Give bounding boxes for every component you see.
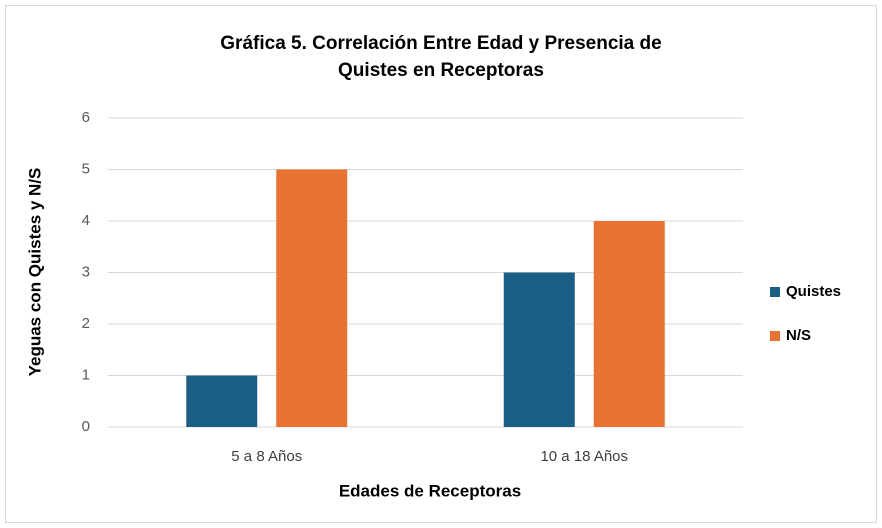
legend-swatch [770,331,780,341]
legend-swatch [770,287,780,297]
bar [593,221,665,427]
y-tick-label: 4 [82,212,90,229]
x-tick-label: 5 a 8 Años [231,448,302,465]
bar [276,169,348,427]
bar [186,375,258,427]
y-tick-label: 5 [82,160,90,177]
y-tick-label: 3 [82,263,90,280]
x-tick-label: 10 a 18 Años [540,448,628,465]
bar [503,272,575,427]
y-tick-label: 6 [82,109,90,126]
y-tick-label: 1 [82,366,90,383]
legend-label: Quistes [786,283,841,300]
chart-title: Gráfica 5. Correlación Entre Edad y Pres… [220,33,662,81]
y-axis-label: Yeguas con Quistes y N/S [25,168,44,377]
y-tick-label: 2 [82,315,90,332]
x-axis-label: Edades de Receptoras [339,481,521,500]
legend-label: N/S [786,327,811,344]
chart-border [5,5,877,523]
y-tick-label: 0 [82,418,90,435]
